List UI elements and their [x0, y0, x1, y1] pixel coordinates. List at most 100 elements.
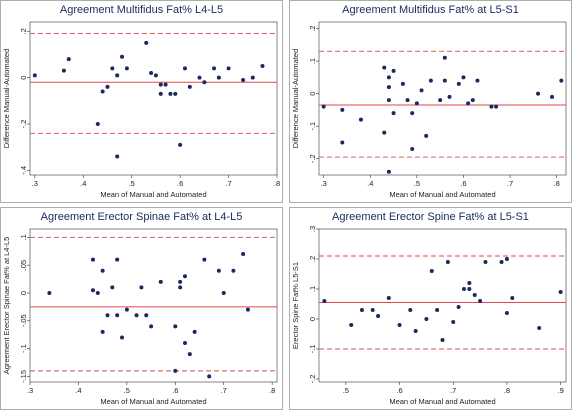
x-axis-label: Mean of Manual and Automated — [100, 397, 206, 406]
x-tick-label: .7 — [221, 386, 227, 395]
y-tick-label: 0 — [308, 317, 317, 321]
x-tick-label: .5 — [343, 386, 349, 395]
point — [173, 91, 178, 96]
y-tick-label: .05 — [19, 260, 28, 270]
point — [405, 98, 410, 103]
point — [66, 57, 71, 62]
point — [461, 287, 466, 291]
point — [95, 290, 100, 295]
x-tick-label: .5 — [124, 386, 130, 395]
point — [359, 308, 364, 312]
point — [400, 81, 405, 86]
point — [382, 65, 387, 70]
panel: Agreement Erector Spinae Fat% at L4-L5 -.… — [0, 207, 283, 410]
point — [386, 85, 391, 90]
plot-area — [29, 228, 278, 383]
point — [178, 142, 183, 147]
point — [322, 299, 327, 303]
point — [178, 279, 183, 284]
plot-area — [318, 228, 567, 383]
point — [163, 82, 168, 87]
point — [504, 257, 509, 261]
y-tick-label: 0 — [19, 76, 28, 80]
point — [413, 329, 418, 333]
point — [442, 55, 447, 60]
x-tick-label: .8 — [554, 179, 560, 188]
point — [472, 293, 477, 297]
y-tick-label: -.2 — [308, 375, 317, 384]
y-tick-label: .1 — [19, 234, 28, 240]
point — [478, 299, 483, 303]
point — [158, 91, 163, 96]
y-tick-label: -.05 — [19, 314, 28, 327]
point — [358, 117, 363, 122]
point — [61, 68, 66, 73]
point — [115, 313, 120, 318]
y-tick-label: -.1 — [308, 122, 317, 131]
point — [475, 78, 480, 83]
point — [115, 73, 120, 78]
point — [467, 281, 472, 285]
panel: Agreement Erector Spine Fat% at L5-S1 -.2… — [289, 207, 572, 410]
plot-area — [29, 21, 278, 176]
y-tick-label: -.4 — [19, 166, 28, 175]
point — [391, 68, 396, 73]
x-tick-label: .6 — [177, 179, 183, 188]
panel: Agreement Multifidus Fat% L4-L5 -.4 -.2 0 .2… — [0, 0, 283, 203]
point — [408, 308, 413, 312]
point — [494, 104, 499, 109]
point — [241, 77, 246, 82]
y-tick-label: .3 — [308, 226, 317, 232]
point — [105, 313, 110, 318]
point — [110, 66, 115, 71]
point — [168, 91, 173, 96]
point — [340, 140, 345, 145]
x-tick-label: .5 — [414, 179, 420, 188]
point — [489, 104, 494, 109]
point — [100, 268, 105, 273]
x-tick-label: .7 — [450, 386, 456, 395]
point — [410, 146, 415, 151]
point — [397, 323, 402, 327]
x-tick-label: .6 — [172, 386, 178, 395]
point — [461, 75, 466, 80]
point — [139, 285, 144, 290]
point — [321, 104, 326, 109]
point — [445, 260, 450, 264]
point — [105, 84, 110, 89]
x-tick-label: .5 — [129, 179, 135, 188]
x-axis-label: Mean of Manual and Automated — [389, 190, 495, 199]
chart-title: Agreement Erector Spinae Fat% at L4-L5 — [41, 211, 243, 223]
point — [410, 111, 415, 116]
point — [90, 288, 95, 293]
point — [32, 73, 37, 78]
point — [435, 308, 440, 312]
x-tick-label: .6 — [460, 179, 466, 188]
point — [47, 290, 52, 295]
y-tick-label: .1 — [308, 58, 317, 64]
y-tick-label: -.1 — [19, 344, 28, 353]
y-tick-label: .2 — [19, 28, 28, 34]
y-axis-label: Agreement Erector Spinae Fat% at L4-L5 — [2, 237, 11, 375]
point — [467, 287, 472, 291]
x-tick-label: .8 — [504, 386, 510, 395]
point — [428, 78, 433, 83]
point — [349, 323, 354, 327]
point — [173, 368, 178, 373]
point — [221, 290, 226, 295]
point — [178, 285, 183, 290]
point — [207, 374, 212, 379]
point — [370, 308, 375, 312]
x-tick-label: .9 — [557, 386, 563, 395]
point — [124, 307, 129, 312]
point — [115, 257, 120, 262]
point — [173, 324, 178, 329]
point — [202, 80, 207, 85]
point — [386, 75, 391, 80]
point — [182, 66, 187, 71]
point — [100, 89, 105, 94]
point — [153, 73, 158, 78]
point — [414, 101, 419, 106]
chart-title: Agreement Multifidus Fat% L4-L5 — [60, 4, 223, 16]
